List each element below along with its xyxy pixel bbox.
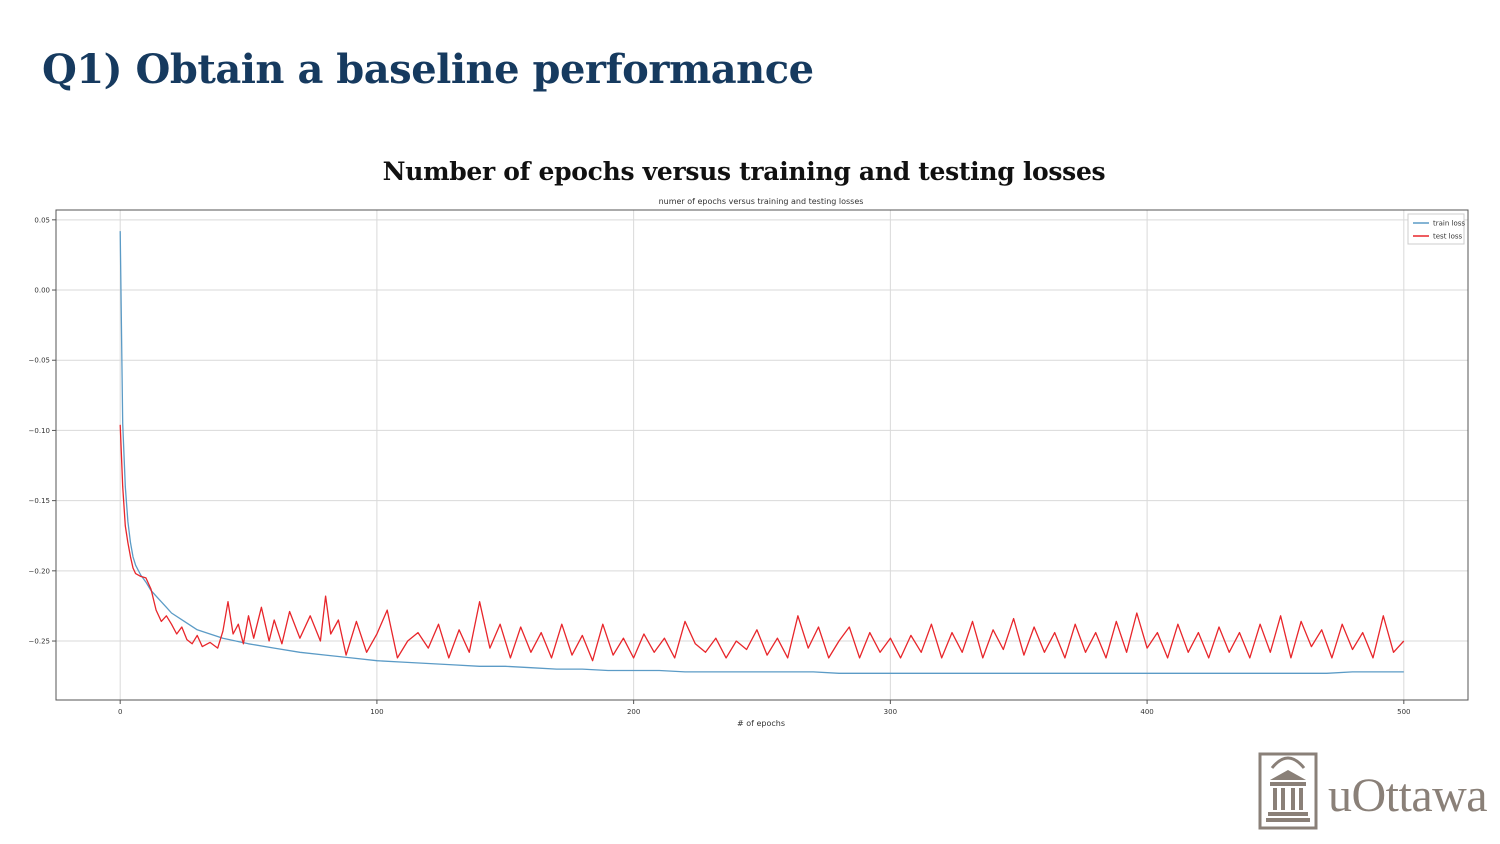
legend-label: test loss: [1433, 233, 1463, 241]
y-tick-label: 0.00: [34, 287, 50, 295]
logo-wordmark: uOttawa: [1328, 769, 1488, 822]
y-tick-label: −0.15: [29, 497, 50, 505]
x-tick-label: 0: [118, 708, 122, 716]
y-tick-label: −0.20: [29, 567, 50, 575]
x-tick-label: 400: [1140, 708, 1153, 716]
chart-heading: Number of epochs versus training and tes…: [382, 157, 1106, 186]
series-lines: [119, 231, 1405, 674]
y-tick-label: −0.25: [29, 638, 50, 646]
x-tick-label: 200: [627, 708, 640, 716]
building-icon: [1258, 752, 1318, 830]
chart-grid: [56, 210, 1468, 700]
axis-ticks: 0 100 200 300 400 500 0.05 0.00 −0.05 −0.10 −0.15 −…: [29, 216, 1411, 716]
uottawa-logo: uOttawa: [1256, 746, 1496, 832]
x-tick-label: 300: [884, 708, 897, 716]
y-tick-label: −0.10: [29, 427, 50, 435]
chart-title: numer of epochs versus training and test…: [659, 197, 864, 206]
x-axis-label: # of epochs: [737, 719, 785, 728]
x-tick-label: 100: [370, 708, 383, 716]
test-loss-line: [119, 424, 1405, 662]
legend-label: train loss: [1433, 220, 1465, 228]
loss-chart: numer of epochs versus training and test…: [0, 190, 1500, 735]
legend-box: [1407, 213, 1465, 245]
plot-frame: [55, 209, 1469, 701]
loss-chart-svg: numer of epochs versus training and test…: [29, 197, 1469, 728]
slide-title: Q1) Obtain a baseline performance: [42, 46, 814, 93]
train-loss-line: [119, 231, 1404, 674]
chart-legend: train loss test loss: [1407, 213, 1465, 245]
y-tick-label: −0.05: [29, 357, 50, 365]
y-tick-label: 0.05: [34, 216, 50, 224]
x-tick-label: 500: [1397, 708, 1410, 716]
